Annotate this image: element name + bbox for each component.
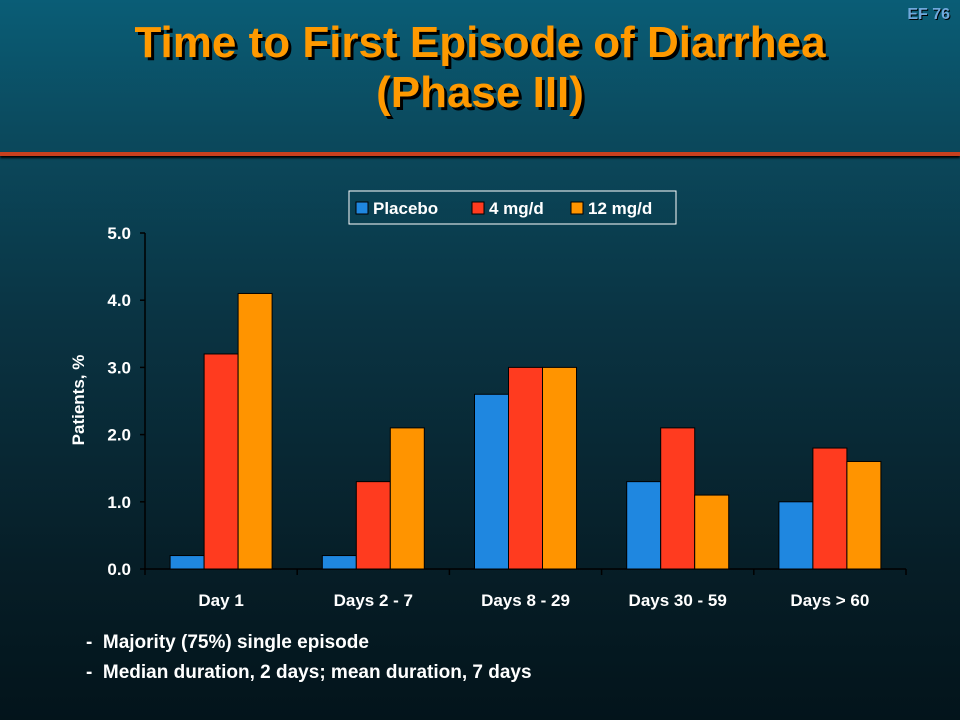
bar	[846, 460, 882, 570]
legend-label: 12 mg/d	[588, 199, 652, 218]
y-axis: 0.0 1.0 2.0 3.0 4.0 5.0	[107, 224, 146, 579]
bar	[169, 555, 205, 570]
bar	[542, 366, 577, 570]
bar	[321, 555, 357, 570]
y-tick-label: 2.0	[107, 426, 131, 445]
x-tick-label: Day 1	[198, 591, 243, 610]
x-tick-label: Days 2 - 7	[334, 591, 413, 610]
slide-id: EF 76	[907, 6, 950, 23]
bar	[508, 366, 543, 570]
note-1: - Majority (75%) single episode	[86, 632, 369, 653]
title-line-1: Time to First Episode of Diarrhea	[134, 18, 826, 67]
legend-swatch	[570, 201, 584, 215]
legend-box	[348, 190, 677, 225]
y-tick-label: 1.0	[107, 493, 131, 512]
x-axis: Day 1 Days 2 - 7 Days 8 - 29 Days 30 - 59 Da…	[144, 568, 907, 610]
title-divider	[0, 152, 960, 156]
chart-legend: Placebo 4 mg/d 12 mg/d	[348, 190, 677, 225]
bar	[626, 481, 662, 570]
y-tick-label: 5.0	[107, 224, 131, 243]
bar	[355, 481, 391, 570]
y-axis-label: Patients, %	[69, 355, 88, 446]
title-line-2: (Phase III)	[376, 68, 584, 117]
bar	[389, 427, 425, 570]
x-tick-label: Days 30 - 59	[629, 591, 727, 610]
bar	[237, 292, 273, 570]
bar	[660, 427, 696, 570]
bar	[203, 353, 239, 570]
bar	[474, 393, 509, 570]
x-tick-label: Days 8 - 29	[481, 591, 570, 610]
bar-chart: Placebo 4 mg/d 12 mg/d 0.01.02.03.04.05.0 …	[69, 190, 907, 610]
bar	[812, 447, 848, 570]
y-tick-label: 3.0	[107, 358, 131, 377]
legend-label: 4 mg/d	[489, 199, 544, 218]
note-2: - Median duration, 2 days; mean duration…	[86, 662, 532, 683]
notes: - Majority (75%) single episode - Median…	[86, 628, 532, 688]
legend-swatch	[355, 201, 369, 215]
slide-title: Time to First Episode of Diarrhea (Phase…	[0, 18, 960, 118]
x-tick-label: Days > 60	[790, 591, 869, 610]
y-tick-label: 0.0	[107, 560, 131, 579]
legend-swatch	[471, 201, 485, 215]
bars	[169, 292, 882, 570]
bar	[694, 494, 730, 570]
legend-label: Placebo	[373, 199, 438, 218]
y-tick-label: 4.0	[107, 291, 131, 310]
bar	[778, 501, 814, 570]
